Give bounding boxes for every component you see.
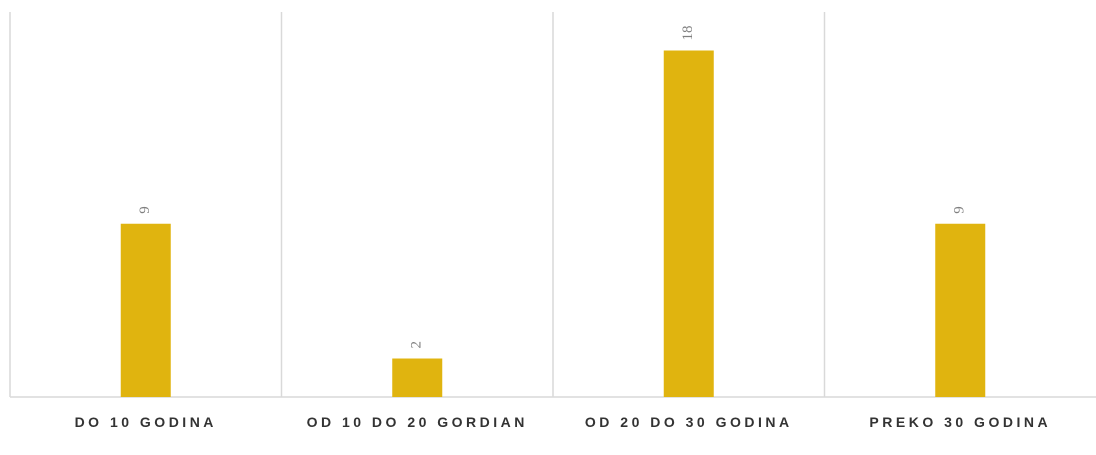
x-tick-label: DO 10 GODINA (74, 414, 217, 430)
x-tick-label: OD 10 DO 20 GORDIAN (306, 414, 528, 430)
bar (935, 223, 986, 397)
x-tick-label: OD 20 DO 30 GODINA (584, 414, 793, 430)
x-tick-label: PREKO 30 GODINA (869, 414, 1052, 430)
bar (120, 223, 171, 397)
data-label: 18 (680, 26, 696, 41)
data-label: 9 (137, 206, 153, 214)
data-label: 2 (409, 341, 425, 349)
bar (392, 358, 443, 397)
bar (663, 50, 714, 397)
data-label: 9 (952, 206, 968, 214)
